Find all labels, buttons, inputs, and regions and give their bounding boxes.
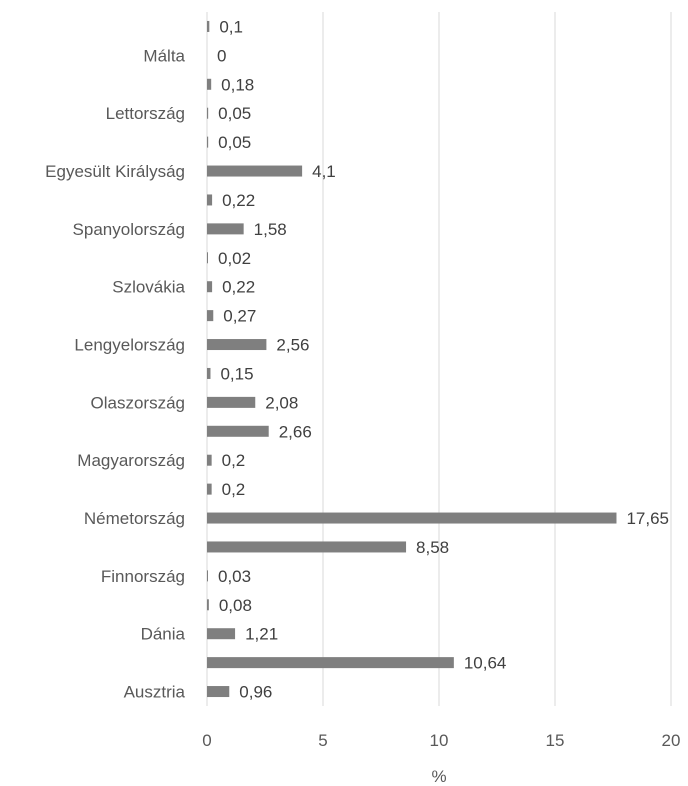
- value-labels: 0,96 10,64 1,21 0,08 0,03 8,58 17,65 0,2 0,2 2,66…: [217, 17, 669, 701]
- x-axis-ticks: 0 5 10 15 20: [202, 731, 680, 750]
- bar: [207, 657, 454, 669]
- value-label: 0: [217, 46, 226, 65]
- value-label: 0,18: [221, 75, 254, 94]
- value-label: 0,05: [218, 133, 251, 152]
- value-label: 2,08: [265, 393, 298, 412]
- category-label: Dánia: [141, 625, 186, 644]
- category-label: Lengyelország: [74, 336, 185, 355]
- category-label: Olaszország: [91, 393, 185, 412]
- value-label: 8,58: [416, 538, 449, 557]
- value-label: 0,2: [222, 451, 246, 470]
- value-label: 0,27: [223, 307, 256, 326]
- value-label: 0,2: [222, 480, 246, 499]
- bar: [207, 165, 303, 177]
- category-label: Spanyolország: [73, 220, 185, 239]
- value-label: 1,58: [254, 220, 287, 239]
- x-tick-label: 5: [318, 731, 327, 750]
- category-label: Magyarország: [77, 451, 185, 470]
- category-label: Egyesült Királyság: [45, 162, 185, 181]
- value-label: 0,15: [220, 364, 253, 383]
- bar: [207, 310, 214, 322]
- bar: [207, 252, 208, 264]
- bars: [207, 20, 617, 698]
- value-label: 2,66: [279, 422, 312, 441]
- category-label: Málta: [143, 46, 185, 65]
- value-label: 0,22: [222, 191, 255, 210]
- bar: [207, 425, 269, 437]
- gridlines: [206, 12, 672, 706]
- bar: [207, 20, 210, 32]
- bar: [207, 78, 212, 90]
- bar: [207, 541, 407, 553]
- category-label: Finnország: [101, 567, 185, 586]
- bar: [207, 136, 209, 148]
- bar: [207, 454, 212, 466]
- category-label: Szlovákia: [112, 278, 185, 297]
- value-label: 17,65: [626, 509, 669, 528]
- bar: [207, 570, 208, 582]
- category-labels: Ausztria Dánia Finnország Németország Magyar…: [45, 46, 185, 701]
- category-label: Németország: [84, 509, 185, 528]
- value-label: 0,96: [239, 683, 272, 702]
- x-tick-label: 0: [202, 731, 211, 750]
- bar: [207, 599, 209, 611]
- x-axis-title: %: [431, 767, 446, 786]
- value-label: 0,1: [219, 17, 243, 36]
- category-label: Ausztria: [124, 683, 186, 702]
- category-label: Lettország: [106, 104, 185, 123]
- bar: [207, 483, 212, 495]
- value-label: 0,05: [218, 104, 251, 123]
- x-tick-label: 20: [662, 731, 681, 750]
- value-label: 0,22: [222, 278, 255, 297]
- value-label: 4,1: [312, 162, 336, 181]
- bar: [207, 367, 211, 379]
- value-label: 10,64: [464, 654, 507, 673]
- value-label: 0,02: [218, 249, 251, 268]
- value-label: 1,21: [245, 625, 278, 644]
- bar: [207, 281, 213, 293]
- bar: [207, 339, 267, 351]
- bar: [207, 686, 230, 698]
- x-tick-label: 10: [430, 731, 449, 750]
- bar: [207, 512, 617, 524]
- bar: [207, 396, 256, 408]
- value-label: 0,03: [218, 567, 251, 586]
- value-label: 0,08: [219, 596, 252, 615]
- bar: [207, 107, 209, 119]
- x-tick-label: 15: [546, 731, 565, 750]
- bar: [207, 223, 244, 235]
- bar: [207, 194, 213, 206]
- bar: [207, 628, 236, 640]
- value-label: 2,56: [276, 336, 309, 355]
